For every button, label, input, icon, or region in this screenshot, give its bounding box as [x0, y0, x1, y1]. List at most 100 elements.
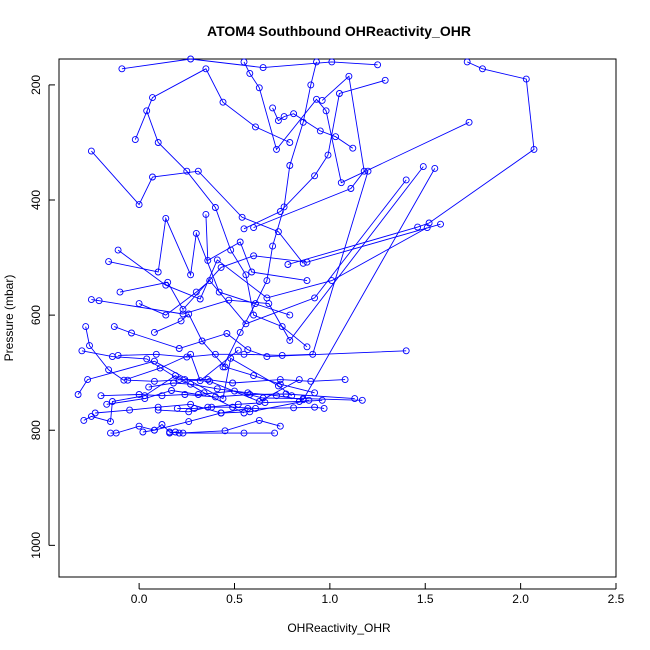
data-point — [185, 418, 193, 426]
series-profile — [124, 376, 349, 387]
series-line — [148, 168, 436, 401]
series-profile — [219, 58, 320, 371]
data-point — [246, 408, 254, 416]
data-point — [402, 176, 410, 184]
data-point — [124, 376, 132, 384]
data-point — [273, 145, 280, 153]
data-point — [179, 305, 187, 313]
data-point — [419, 163, 427, 171]
series-profile — [110, 323, 410, 361]
data-point — [194, 167, 202, 175]
data-point — [299, 118, 307, 126]
data-point — [250, 372, 258, 380]
data-point — [152, 350, 160, 358]
data-point — [244, 389, 252, 397]
data-point — [284, 261, 292, 268]
series-line — [154, 313, 315, 394]
data-point — [252, 123, 259, 131]
data-point — [335, 90, 343, 97]
data-point — [313, 58, 320, 66]
x-tick-label: 1.0 — [322, 592, 339, 606]
data-point — [423, 224, 431, 232]
data-point — [143, 107, 151, 115]
data-point — [360, 167, 368, 175]
data-point — [263, 277, 271, 285]
y-tick-label: 200 — [29, 75, 43, 95]
series-line — [134, 68, 290, 143]
series-profile — [269, 104, 357, 152]
series-line — [95, 399, 309, 414]
data-point — [273, 392, 280, 400]
data-point — [171, 428, 179, 436]
data-point — [303, 277, 311, 285]
data-point — [192, 229, 200, 237]
data-point — [211, 350, 219, 358]
data-point — [227, 246, 235, 254]
data-point — [280, 113, 288, 121]
data-point — [437, 220, 444, 228]
data-point — [187, 271, 195, 279]
data-point — [74, 391, 82, 398]
data-point — [274, 117, 282, 125]
data-point — [105, 258, 113, 266]
data-point — [150, 357, 158, 365]
data-point — [185, 408, 193, 416]
data-point — [276, 208, 284, 215]
series-profile — [114, 224, 431, 303]
series-profile — [91, 396, 313, 417]
data-point — [158, 421, 166, 428]
data-point — [170, 379, 177, 387]
data-point — [219, 98, 227, 106]
data-point — [202, 65, 210, 73]
data-point — [131, 136, 139, 144]
series-line — [127, 379, 346, 384]
data-point — [162, 214, 170, 222]
series-profile — [166, 428, 279, 437]
data-point — [206, 377, 214, 385]
data-point — [286, 311, 294, 319]
data-point — [110, 323, 118, 331]
series-profile — [97, 390, 359, 403]
data-point — [252, 300, 259, 308]
data-point — [240, 225, 248, 233]
data-point — [213, 256, 221, 264]
series-profile — [131, 65, 294, 146]
data-point — [374, 61, 382, 69]
data-point — [286, 162, 294, 169]
data-point — [250, 252, 258, 260]
data-point — [135, 391, 143, 398]
data-point — [211, 204, 219, 211]
series-profile — [87, 147, 307, 267]
series-profile — [116, 220, 444, 313]
data-point — [280, 203, 288, 211]
data-point — [238, 213, 246, 221]
series-profile — [105, 214, 294, 319]
data-point — [149, 173, 156, 181]
data-point — [269, 242, 277, 250]
data-point — [425, 219, 433, 227]
series-line — [117, 227, 428, 300]
data-point — [322, 107, 330, 115]
data-point — [219, 395, 227, 403]
data-point — [175, 345, 183, 352]
y-tick-label: 600 — [29, 305, 43, 325]
data-point — [242, 271, 250, 279]
data-point — [108, 398, 116, 405]
y-axis: 200 400 600 800 1000 — [29, 75, 55, 559]
y-tick-label: 400 — [29, 190, 43, 210]
data-point — [128, 329, 135, 337]
data-point — [150, 328, 158, 336]
data-point — [154, 268, 162, 276]
data-point — [80, 416, 88, 424]
data-point — [221, 363, 229, 371]
data-point — [295, 376, 303, 384]
x-tick-label: 1.5 — [417, 592, 434, 606]
data-point — [290, 404, 298, 412]
x-tick-label: 0.5 — [226, 592, 243, 606]
data-point — [215, 288, 223, 296]
data-point — [240, 58, 248, 66]
data-point — [168, 387, 175, 394]
data-point — [112, 429, 120, 437]
data-point — [156, 364, 164, 372]
